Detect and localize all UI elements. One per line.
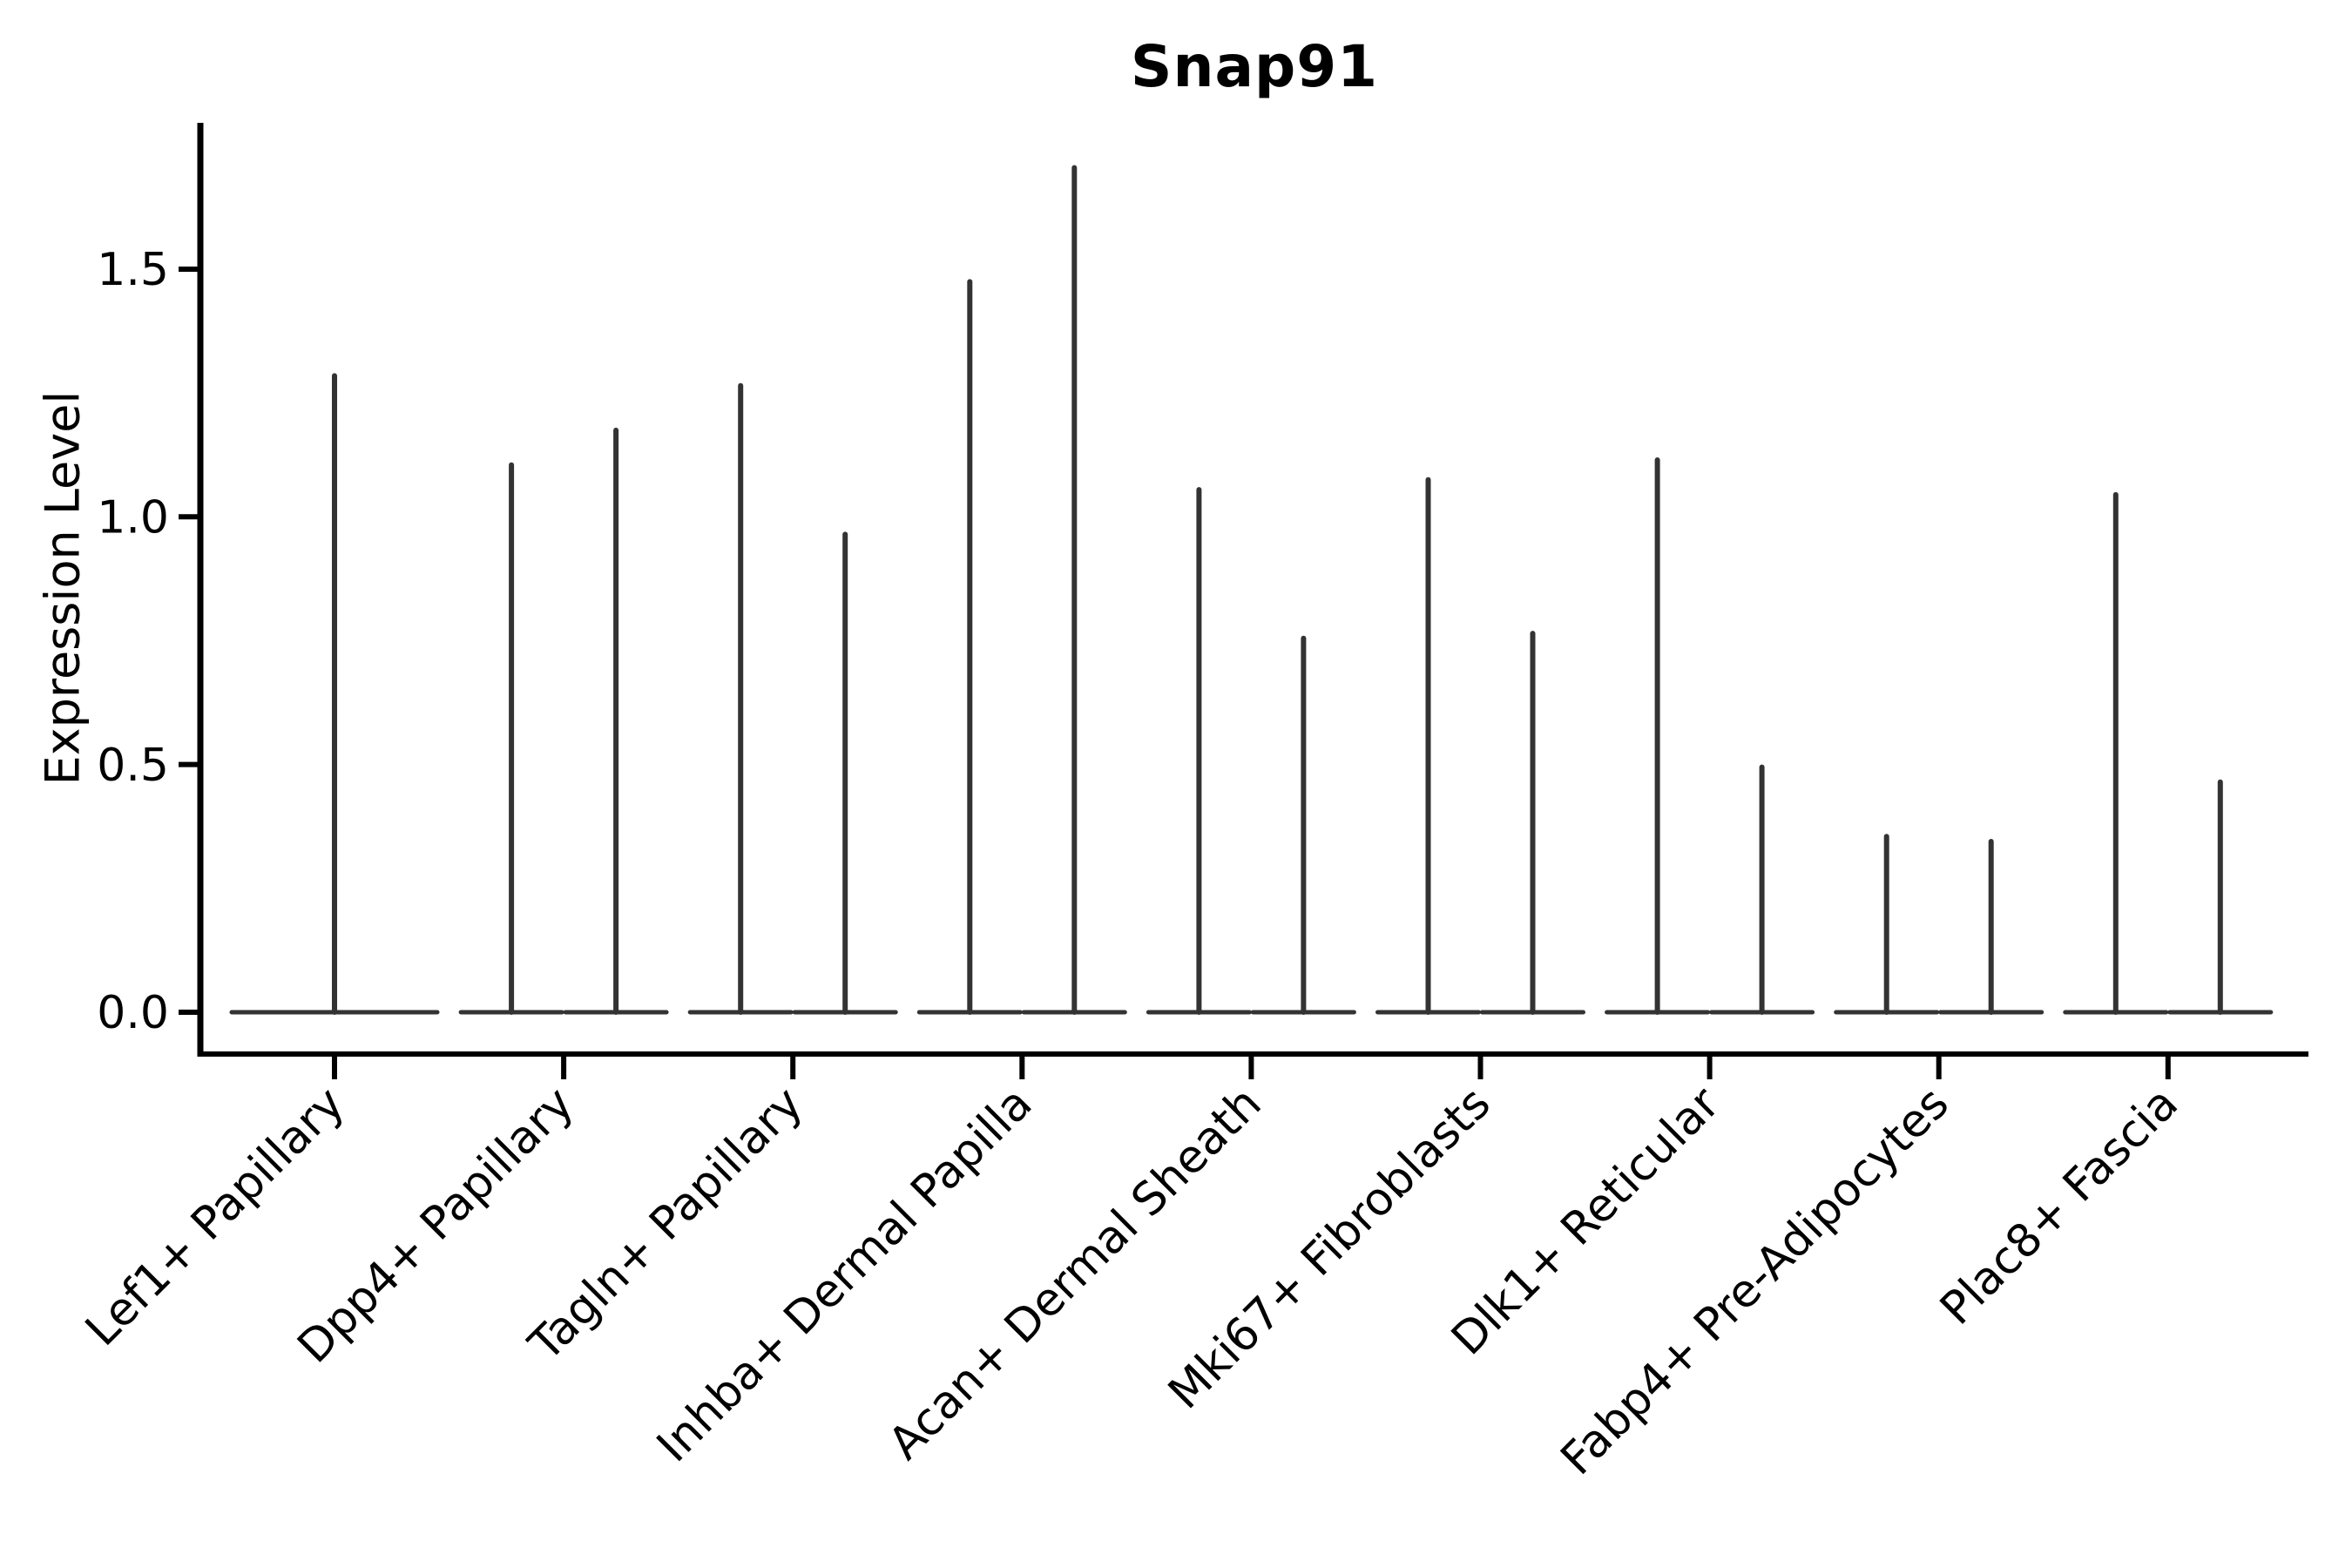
x-tick-label: Plac8+ Fascia [1930,1078,2188,1335]
x-tick-label: Acan+ Dermal Sheath [879,1078,1272,1470]
x-tick-label: Fabp4+ Pre-Adipocytes [1551,1078,1959,1485]
y-tick-label: 0.0 [97,987,169,1039]
y-tick-label: 0.5 [97,740,169,792]
y-tick-label: 1.0 [97,492,169,544]
x-tick-label: Inhba+ Dermal Papilla [647,1078,1042,1472]
y-tick-label: 1.5 [97,244,169,296]
chart-title: Snap91 [1130,33,1379,100]
